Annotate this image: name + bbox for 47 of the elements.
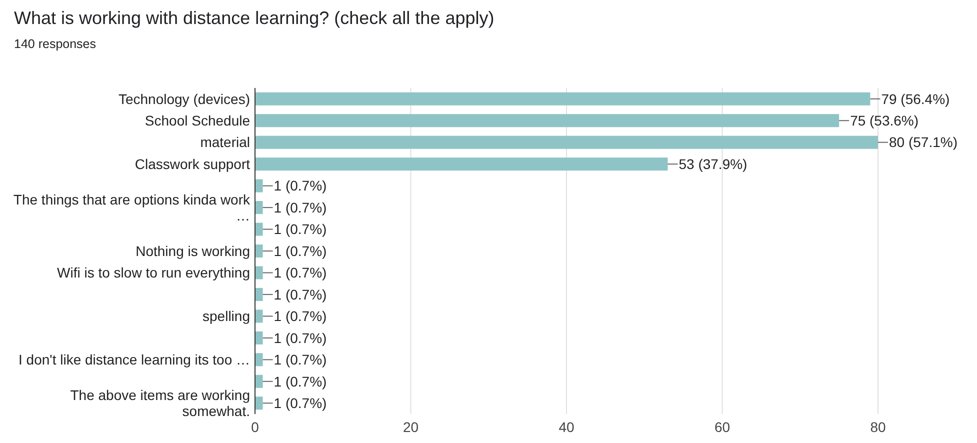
bar — [255, 201, 263, 214]
data-label: 80 (57.1%) — [889, 134, 958, 150]
y-tick-label: School Schedule — [144, 112, 250, 128]
data-label: 75 (53.6%) — [850, 112, 919, 128]
x-tick-label: 20 — [402, 418, 419, 435]
y-tick-label: Classwork support — [134, 156, 250, 172]
data-label: 1 (0.7%) — [274, 373, 327, 390]
x-tick-label: 80 — [870, 418, 886, 435]
data-label: 1 (0.7%) — [274, 330, 327, 346]
y-tick-label: The above items are working somewhat. — [70, 387, 250, 420]
text: 140 responses — [14, 37, 96, 51]
bar — [255, 374, 263, 388]
bar — [255, 158, 668, 171]
data-label: 79 (56.4%) — [881, 90, 950, 107]
bar — [255, 331, 263, 344]
data-label: 1 (0.7%) — [274, 308, 327, 324]
x-tick-label: 0 — [251, 418, 260, 435]
x-tick-label: 40 — [558, 418, 574, 435]
data-label: 53 (37.9%) — [678, 156, 748, 172]
bar — [255, 114, 840, 128]
y-tick-label: material — [200, 134, 250, 150]
y-tick-label: spelling — [202, 308, 250, 324]
data-label: 1 (0.7%) — [274, 221, 327, 238]
bar — [255, 179, 263, 192]
bar — [255, 244, 263, 258]
bar — [255, 310, 263, 323]
bar — [255, 222, 263, 236]
bar — [255, 136, 878, 149]
data-label: 1 (0.7%) — [274, 286, 327, 302]
data-label: 1 (0.7%) — [274, 199, 327, 216]
data-label: 1 (0.7%) — [274, 395, 327, 412]
y-tick-label: The things that are options kinda work … — [13, 191, 251, 224]
data-label: 1 (0.7%) — [274, 352, 327, 368]
data-label: 1 (0.7%) — [274, 264, 327, 281]
y-tick-label: Technology (devices) — [118, 90, 250, 107]
bar — [255, 92, 870, 106]
data-label: 1 (0.7%) — [274, 178, 327, 194]
bar — [255, 266, 263, 280]
bar — [255, 396, 263, 410]
y-tick-label: Wifi is to slow to run everything — [57, 264, 250, 281]
x-tick-label: 60 — [714, 418, 730, 435]
data-label: 1 (0.7%) — [274, 242, 327, 259]
bar — [255, 288, 263, 301]
y-tick-label: Nothing is working — [136, 242, 250, 259]
y-tick-label: I don't like distance learning its too … — [18, 352, 250, 368]
bar — [255, 353, 263, 366]
chart-title: What is working with distance learning? (check all the apply) — [14, 8, 494, 28]
